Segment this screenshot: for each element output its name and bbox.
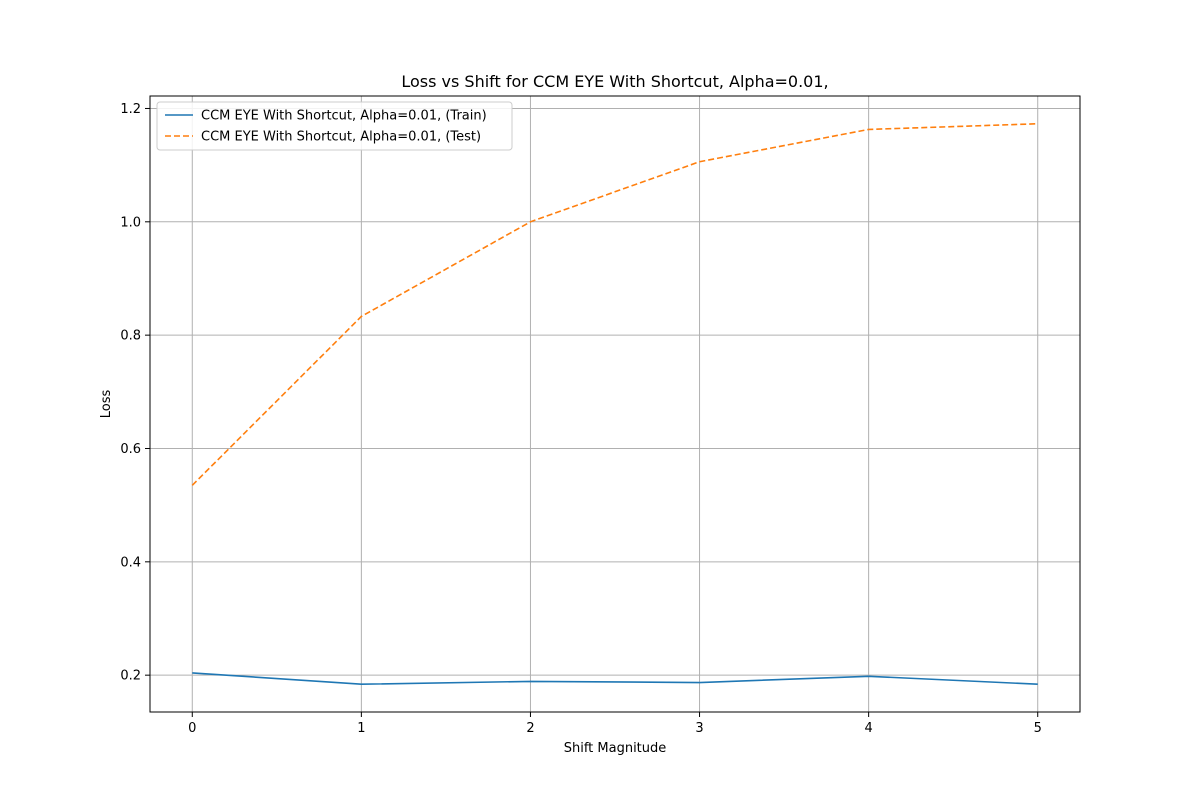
y-tick-label: 1.2 (120, 102, 141, 117)
x-tick-label: 2 (526, 721, 534, 736)
plot-frame (149, 95, 1081, 713)
legend-label: CCM EYE With Shortcut, Alpha=0.01, (Test… (201, 130, 481, 145)
y-axis-label: Loss (99, 390, 114, 419)
chart-title: Loss vs Shift for CCM EYE With Shortcut,… (401, 72, 828, 91)
series-line-test (191, 122, 1038, 486)
x-tick-label: 1 (357, 721, 365, 736)
x-tick-label: 5 (1034, 721, 1042, 736)
y-tick-label: 0.2 (120, 669, 141, 684)
y-tick-label: 0.8 (120, 329, 141, 344)
legend-label: CCM EYE With Shortcut, Alpha=0.01, (Trai… (201, 109, 487, 124)
x-tick-label: 4 (864, 721, 872, 736)
x-axis-label: Shift Magnitude (564, 741, 667, 756)
series-group (191, 122, 1038, 686)
grid (150, 96, 1080, 712)
x-tick-label: 3 (695, 721, 703, 736)
axis-ticks: 0 1 2 3 4 5 0.2 0.4 0.6 0.8 1.0 1.2 (120, 102, 1042, 736)
x-tick-label: 0 (188, 721, 196, 736)
y-tick-label: 0.6 (120, 442, 141, 457)
legend: CCM EYE With Shortcut, Alpha=0.01, (Trai… (156, 101, 513, 151)
series-line-train (192, 672, 1038, 686)
y-tick-label: 1.0 (120, 215, 141, 230)
y-tick-label: 0.4 (120, 555, 141, 570)
legend-box (156, 101, 513, 151)
